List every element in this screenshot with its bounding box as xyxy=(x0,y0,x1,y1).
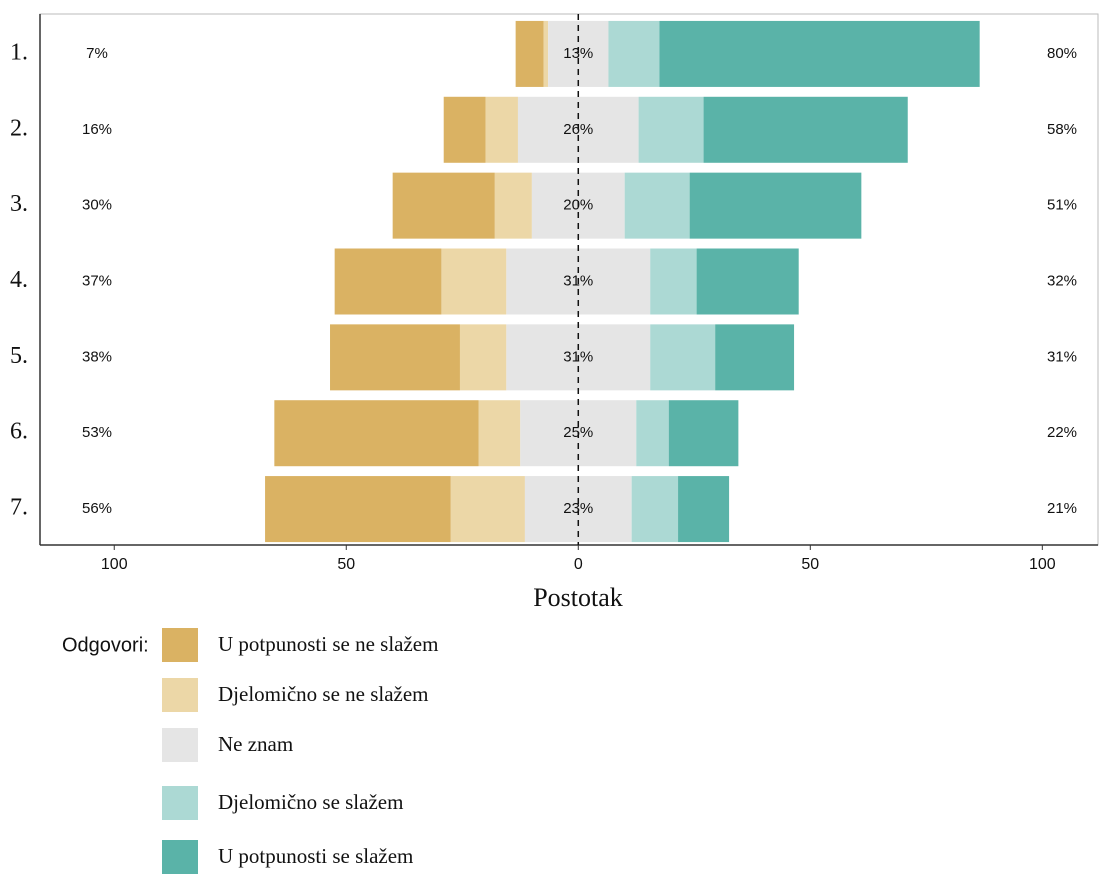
bar-segment xyxy=(334,248,442,315)
right-total-label: 51% xyxy=(1047,197,1077,214)
bar-segment xyxy=(678,476,730,543)
bar-segment xyxy=(659,20,980,87)
legend-swatch xyxy=(162,840,198,874)
x-tick-label: 50 xyxy=(337,556,355,573)
legend-swatch xyxy=(162,786,198,820)
legend-swatch xyxy=(162,628,198,662)
x-axis-label: Postotak xyxy=(533,583,623,612)
bar-segment xyxy=(494,172,532,239)
legend-label: Djelomično se ne slažem xyxy=(218,682,429,706)
right-total-label: 80% xyxy=(1047,45,1077,62)
left-total-label: 30% xyxy=(82,197,112,214)
category-label: 4. xyxy=(10,267,28,293)
bar-segment xyxy=(478,400,521,467)
bar-segment xyxy=(548,20,609,87)
left-total-label: 56% xyxy=(82,500,112,517)
bar-segment xyxy=(441,248,507,315)
right-total-label: 21% xyxy=(1047,500,1077,517)
bar-segment xyxy=(650,248,697,315)
x-tick-label: 0 xyxy=(574,556,583,573)
left-total-label: 38% xyxy=(82,348,112,365)
category-label: 5. xyxy=(10,343,28,369)
x-tick-label: 100 xyxy=(1029,556,1056,573)
legend-label: U potpunosti se ne slažem xyxy=(218,632,438,656)
bar-segment xyxy=(450,476,525,543)
bar-segment xyxy=(515,20,544,87)
right-total-label: 58% xyxy=(1047,121,1077,138)
bar-segment xyxy=(624,172,690,239)
bar-segment xyxy=(689,172,862,239)
category-label: 6. xyxy=(10,419,28,445)
legend-label: Ne znam xyxy=(218,732,293,756)
left-total-label: 37% xyxy=(82,272,112,289)
legend-label: U potpunosti se slažem xyxy=(218,844,413,868)
bar-segment xyxy=(274,400,479,467)
left-total-label: 16% xyxy=(82,121,112,138)
bar-segment xyxy=(631,476,679,543)
x-tick-label: 50 xyxy=(801,556,819,573)
category-label: 1. xyxy=(10,39,28,65)
bar-segment xyxy=(485,96,518,163)
legend-swatch xyxy=(162,678,198,712)
neutral-label: 23% xyxy=(563,500,593,517)
right-total-label: 31% xyxy=(1047,348,1077,365)
legend-label: Djelomično se slažem xyxy=(218,790,403,814)
bar-segment xyxy=(392,172,495,239)
left-total-label: 7% xyxy=(86,45,108,62)
category-label: 2. xyxy=(10,115,28,141)
bar-segment xyxy=(636,400,669,467)
bar-segment xyxy=(330,324,460,391)
bar-segment xyxy=(668,400,739,467)
bar-segment xyxy=(443,96,486,163)
bar-segment xyxy=(638,96,704,163)
right-total-label: 32% xyxy=(1047,272,1077,289)
bar-segment xyxy=(608,20,660,87)
neutral-label: 13% xyxy=(563,45,593,62)
x-tick-label: 100 xyxy=(101,556,128,573)
left-total-label: 53% xyxy=(82,424,112,441)
bar-segment xyxy=(703,96,908,163)
bar-segment xyxy=(715,324,795,391)
bar-segment xyxy=(543,20,549,87)
bar-segment xyxy=(650,324,716,391)
bar-segment xyxy=(696,248,799,315)
bar-segment xyxy=(265,476,451,543)
category-label: 3. xyxy=(10,191,28,217)
category-label: 7. xyxy=(10,495,28,521)
legend-title: Odgovori: xyxy=(62,634,149,656)
right-total-label: 22% xyxy=(1047,424,1077,441)
bar-segment xyxy=(459,324,507,391)
legend-swatch xyxy=(162,728,198,762)
